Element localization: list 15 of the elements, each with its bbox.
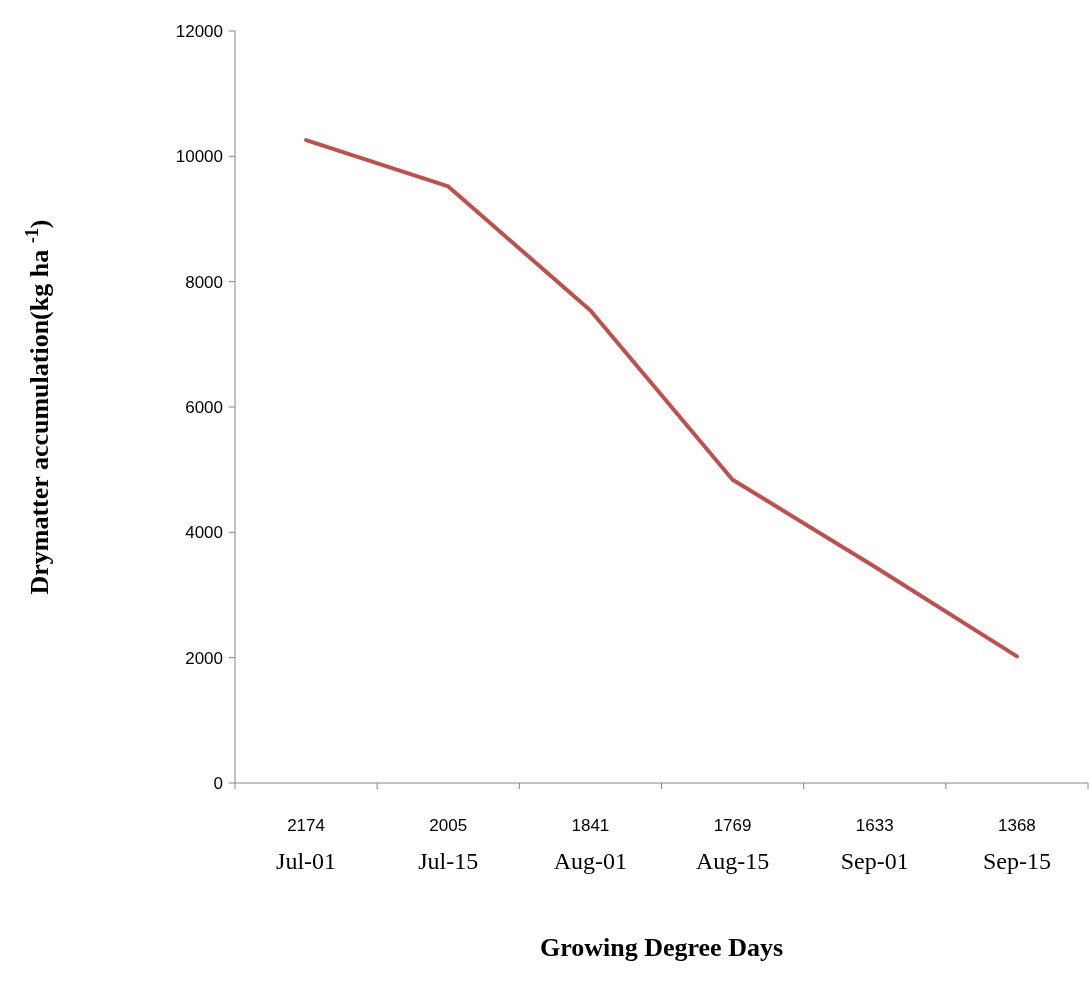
x-tick-label: 1633 Sep-01	[840, 816, 909, 874]
y-tick-label: 0	[213, 773, 223, 793]
y-tick-label: 2000	[185, 648, 223, 668]
y-tick-label: 12000	[175, 21, 223, 41]
y-tick-label: 8000	[185, 272, 223, 292]
x-tick-label: 1368 Sep-15	[982, 816, 1051, 874]
x-tick-label: 2005 Jul-15	[418, 816, 479, 874]
line-series	[304, 138, 1019, 659]
x-tick-label: 2174 Jul-01	[276, 816, 337, 874]
y-tick-label: 6000	[185, 397, 223, 417]
y-tick-label: 10000	[175, 147, 223, 167]
x-axis-title: Growing Degree Days	[539, 933, 784, 962]
x-tick-label: 1841 Aug-01	[553, 816, 628, 874]
y-tick-label: 4000	[185, 523, 223, 543]
x-tick-label: 1769 Aug-15	[695, 816, 770, 874]
